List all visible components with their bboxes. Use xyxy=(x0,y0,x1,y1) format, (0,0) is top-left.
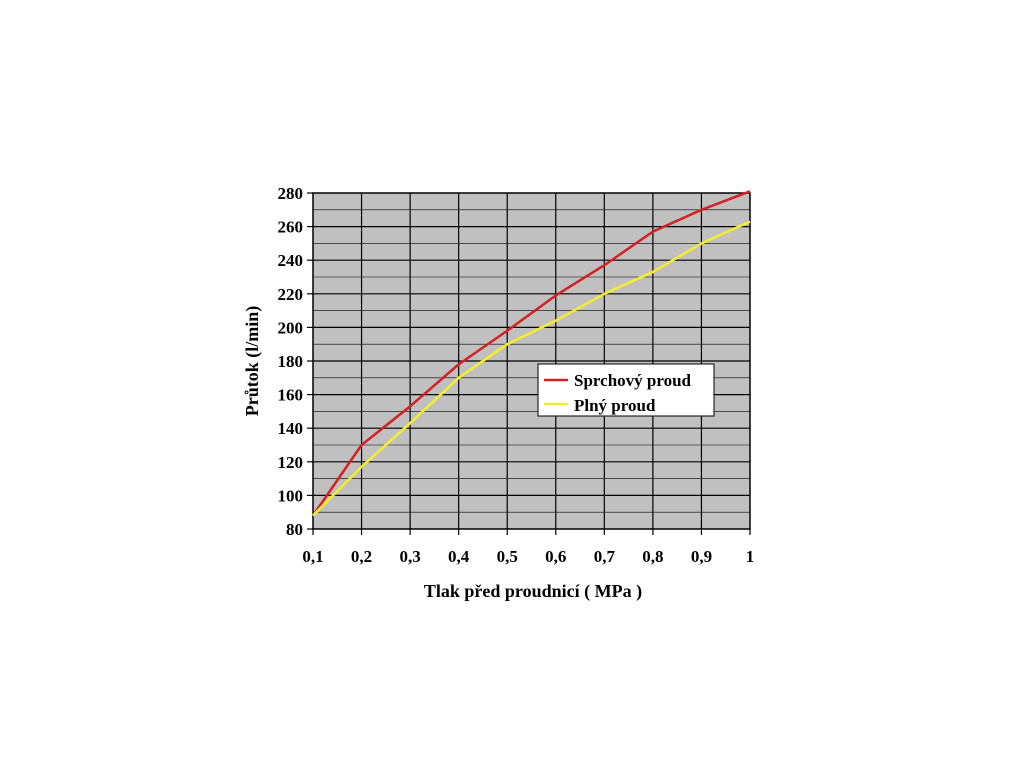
series-lines xyxy=(311,190,751,517)
y-tick-label: 160 xyxy=(278,386,304,405)
x-tick-label: 0,9 xyxy=(691,547,712,566)
grid-lines xyxy=(313,193,750,529)
y-tick-label: 240 xyxy=(278,251,304,270)
x-tick-label: 0,6 xyxy=(545,547,566,566)
y-tick-label: 260 xyxy=(278,218,304,237)
x-tick-label: 0,8 xyxy=(642,547,663,566)
y-tick-label: 100 xyxy=(278,486,304,505)
y-tick-label: 80 xyxy=(286,520,303,539)
x-tick-label: 0,4 xyxy=(448,547,470,566)
y-tick-label: 280 xyxy=(278,184,304,203)
tick-labels: 0,1 0,2 0,3 0,4 0,5 0,6 0,7 0,8 0,9 1801001201401… xyxy=(278,184,755,566)
x-tick-label: 0,2 xyxy=(351,547,372,566)
x-tick-label: 0,1 xyxy=(302,547,323,566)
legend: Sprchový proud Plný proud xyxy=(537,363,715,417)
y-axis-title: Průtok (l/min) xyxy=(242,306,263,417)
legend-label-plny: Plný proud xyxy=(574,396,656,415)
x-tick-label: 0,3 xyxy=(399,547,420,566)
y-tick-label: 120 xyxy=(278,453,304,472)
legend-label-sprchovy: Sprchový proud xyxy=(574,371,692,390)
series-line-plny xyxy=(312,220,751,517)
y-tick-label: 220 xyxy=(278,285,304,304)
series-line-sprchovy xyxy=(311,190,751,517)
legend-box xyxy=(537,363,715,417)
y-tick-label: 140 xyxy=(278,419,304,438)
x-tick-label: 0,5 xyxy=(497,547,518,566)
y-tick-label: 200 xyxy=(278,318,304,337)
x-axis-title: Tlak před proudnicí ( MPa ) xyxy=(424,581,642,602)
x-tick-label: 1 xyxy=(746,547,755,566)
x-tick-label: 0,7 xyxy=(594,547,616,566)
y-tick-label: 180 xyxy=(278,352,304,371)
